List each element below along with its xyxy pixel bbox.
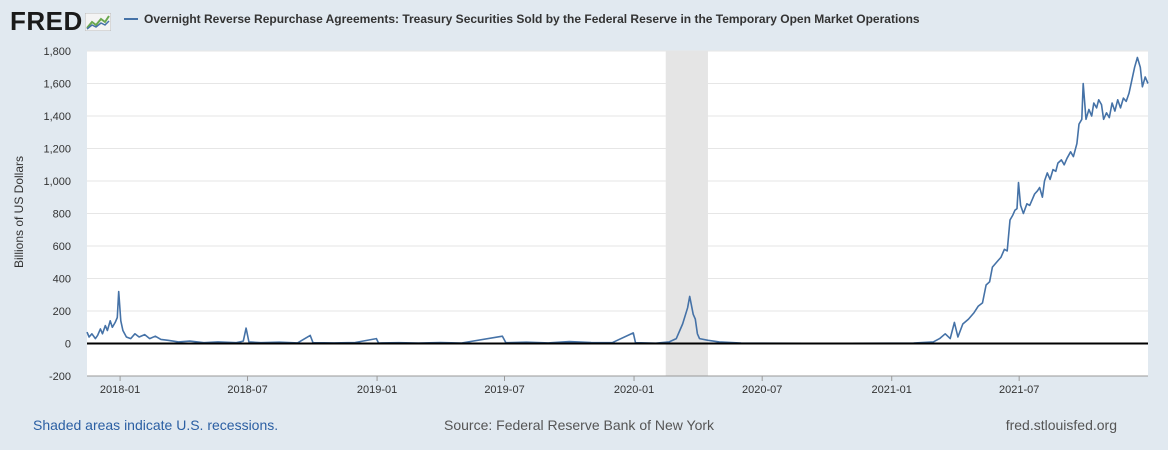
fred-chart-icon — [84, 12, 111, 31]
source-text: Source: Federal Reserve Bank of New York — [444, 417, 715, 433]
y-tick-label: 1,800 — [43, 46, 71, 58]
legend-swatch — [124, 18, 138, 20]
y-tick-label: 1,400 — [43, 111, 71, 123]
y-tick-label: 600 — [53, 241, 71, 253]
fred-logo-text: FRED — [10, 6, 83, 36]
x-tick-label: 2021-07 — [999, 384, 1039, 396]
x-tick-label: 2019-07 — [484, 384, 524, 396]
recession-band — [665, 51, 708, 376]
y-tick-label: -200 — [49, 371, 71, 383]
legend: Overnight Reverse Repurchase Agreements:… — [124, 12, 920, 26]
recession-note-link[interactable]: Shaded areas indicate U.S. recessions. — [33, 417, 279, 433]
x-tick-label: 2019-01 — [357, 384, 397, 396]
chart-title: Overnight Reverse Repurchase Agreements:… — [144, 12, 920, 26]
y-tick-label: 400 — [53, 274, 71, 286]
y-axis-label: Billions of US Dollars — [12, 156, 26, 268]
y-tick-label: 1,000 — [43, 176, 71, 188]
site-link[interactable]: fred.stlouisfed.org — [1005, 417, 1117, 433]
x-tick-label: 2018-07 — [227, 384, 267, 396]
y-tick-label: 1,600 — [43, 79, 71, 91]
y-axis-label-wrap: Billions of US Dollars — [12, 156, 26, 268]
y-tick-label: 200 — [53, 306, 71, 318]
chart: -200 0 200 400 600 800 1,000 1,200 1,400 1,600 1,8… — [43, 46, 1149, 396]
y-tick-label: 1,200 — [43, 144, 71, 156]
x-tick-label: 2021-01 — [872, 384, 912, 396]
x-tick-label: 2018-01 — [100, 384, 140, 396]
y-tick-label: 0 — [65, 339, 71, 351]
x-tick-label: 2020-07 — [742, 384, 782, 396]
fred-logo[interactable]: FRED — [10, 6, 111, 37]
y-tick-label: 800 — [53, 209, 71, 221]
x-tick-label: 2020-01 — [614, 384, 654, 396]
